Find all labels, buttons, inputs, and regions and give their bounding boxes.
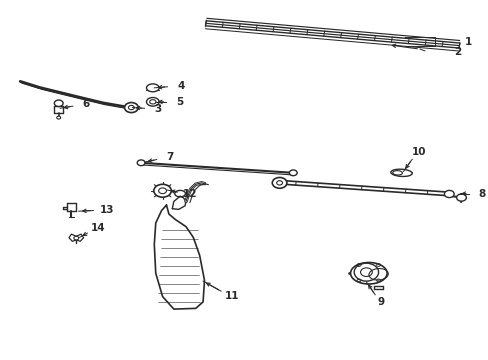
Circle shape xyxy=(154,184,171,197)
Text: 1: 1 xyxy=(464,37,471,46)
Circle shape xyxy=(272,177,286,188)
Text: 2: 2 xyxy=(453,47,461,57)
Text: 14: 14 xyxy=(91,223,105,233)
Text: 8: 8 xyxy=(478,189,485,199)
Text: 4: 4 xyxy=(177,81,184,91)
Text: 12: 12 xyxy=(183,189,197,199)
Circle shape xyxy=(124,103,138,113)
Text: 6: 6 xyxy=(82,99,90,109)
Circle shape xyxy=(57,116,61,119)
Circle shape xyxy=(137,160,145,166)
Text: 10: 10 xyxy=(410,147,425,157)
Circle shape xyxy=(444,190,453,198)
Ellipse shape xyxy=(146,84,159,92)
Circle shape xyxy=(54,100,63,107)
Text: 11: 11 xyxy=(224,291,239,301)
Text: 5: 5 xyxy=(176,97,183,107)
Text: 9: 9 xyxy=(377,297,384,307)
Ellipse shape xyxy=(350,262,386,284)
Circle shape xyxy=(289,170,297,176)
Ellipse shape xyxy=(390,169,411,176)
Text: 3: 3 xyxy=(154,104,162,114)
Circle shape xyxy=(74,236,79,240)
Ellipse shape xyxy=(149,100,156,104)
Text: 13: 13 xyxy=(100,205,114,215)
Ellipse shape xyxy=(392,171,402,175)
Circle shape xyxy=(456,194,466,201)
Circle shape xyxy=(353,263,378,281)
Ellipse shape xyxy=(146,98,159,106)
Text: 7: 7 xyxy=(166,152,173,162)
